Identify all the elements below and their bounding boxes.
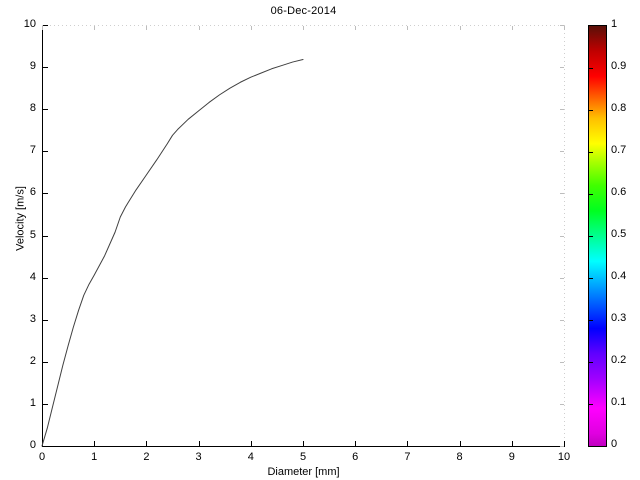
y-tick-label: 3 [29, 312, 36, 325]
colorbar-tick [589, 152, 593, 153]
x-tick-label: 8 [456, 451, 463, 463]
plot-area [41, 25, 565, 447]
y-tick [43, 235, 48, 237]
x-tick-label: 9 [508, 451, 515, 463]
y-tick-label: 5 [29, 228, 36, 241]
y-tick-label: 7 [29, 144, 36, 157]
y-tick [43, 151, 48, 153]
x-tick [355, 441, 357, 446]
velocity-curve [41, 59, 304, 447]
colorbar-tick [589, 362, 593, 363]
x-tick-top [42, 26, 43, 30]
y-tick-right [560, 67, 564, 69]
x-tick-top [355, 26, 357, 30]
x-tick [459, 441, 461, 446]
x-tick-top [146, 26, 148, 30]
y-tick [43, 319, 48, 321]
y-tick-label: 10 [23, 18, 36, 30]
y-tick [43, 361, 48, 363]
y-tick [43, 193, 48, 195]
x-tick-top [407, 26, 409, 30]
x-tick [303, 441, 304, 446]
x-tick [94, 441, 96, 446]
y-axis-label: Velocity [m/s] [14, 186, 27, 251]
y-tick [43, 25, 48, 26]
x-tick-label: 5 [299, 451, 307, 463]
y-tick-right [560, 109, 564, 111]
x-tick-label: 1 [91, 451, 98, 463]
x-tick-top [564, 26, 565, 30]
y-tick-right [560, 403, 564, 405]
colorbar-gradient [589, 26, 606, 446]
x-tick [511, 441, 513, 446]
colorbar-tick-label: 0.2 [611, 354, 627, 366]
x-tick-label: 4 [247, 451, 254, 463]
x-tick-top [459, 26, 461, 30]
colorbar-tick-label: 1 [611, 18, 618, 30]
colorbar-tick [589, 194, 593, 195]
y-tick-label: 9 [29, 60, 36, 73]
colorbar-tick-label: 0.9 [611, 60, 627, 72]
y-tick-right [560, 25, 564, 26]
colorbar-tick [589, 110, 593, 111]
axis-spine-left [42, 25, 43, 447]
y-tick-right [560, 446, 564, 447]
y-tick-label: 0 [29, 439, 36, 451]
chart-title: 06-Dec-2014 [270, 5, 337, 17]
colorbar-tick-label: 0.5 [611, 228, 627, 240]
colorbar-tick-label: 0.3 [611, 312, 627, 324]
y-tick-right [560, 193, 564, 195]
y-tick-right [560, 151, 564, 153]
y-tick [43, 403, 48, 405]
colorbar-tick-label: 0.7 [611, 144, 627, 156]
x-tick-top [198, 26, 200, 30]
y-tick-right [560, 319, 564, 321]
x-tick-label: 7 [404, 451, 411, 463]
x-tick-top [303, 26, 304, 30]
x-tick-label: 10 [557, 451, 571, 463]
data-series-layer [41, 59, 304, 447]
axis-spine-bottom [42, 446, 565, 447]
y-tick-label: 6 [29, 186, 36, 199]
y-tick-label: 8 [29, 102, 36, 115]
y-tick [43, 67, 48, 69]
y-tick [43, 109, 48, 111]
x-tick-top [94, 26, 96, 30]
colorbar [588, 25, 607, 447]
x-tick [564, 441, 565, 446]
y-tick-label: 2 [29, 354, 36, 367]
x-tick [250, 441, 252, 446]
x-tick-top [511, 26, 513, 30]
colorbar-tick [589, 404, 593, 405]
axis-spine-right [564, 25, 565, 447]
y-tick-right [560, 235, 564, 237]
colorbar-tick [589, 320, 593, 321]
y-tick [43, 446, 48, 447]
colorbar-tick-label: 0.6 [611, 186, 627, 198]
axis-spine-top [42, 25, 565, 26]
x-tick-label: 0 [38, 451, 46, 463]
colorbar-tick [589, 68, 593, 69]
colorbar-tick [589, 278, 593, 279]
x-axis-label: Diameter [mm] [267, 466, 340, 478]
colorbar-tick [589, 236, 593, 237]
y-tick-right [560, 361, 564, 363]
x-tick-label: 3 [195, 451, 202, 463]
x-tick [198, 441, 200, 446]
colorbar-tick-label: 0.1 [611, 396, 627, 408]
x-tick-label: 6 [352, 451, 359, 463]
x-tick [407, 441, 409, 446]
y-tick [43, 277, 48, 279]
x-tick-label: 2 [143, 451, 150, 463]
colorbar-tick-label: 0 [611, 438, 618, 450]
y-tick-right [560, 277, 564, 279]
y-tick-label: 4 [29, 270, 36, 283]
x-tick [146, 441, 148, 446]
x-tick-top [250, 26, 252, 30]
colorbar-tick-label: 0.4 [611, 270, 627, 282]
colorbar-tick-label: 0.8 [611, 102, 627, 114]
y-tick-label: 1 [29, 396, 36, 409]
